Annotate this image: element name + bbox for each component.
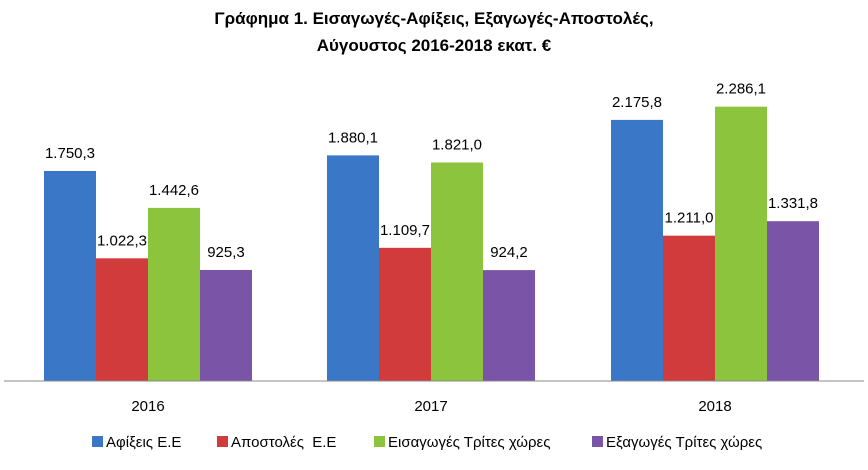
legend: Αφίξεις Ε.Ε Αποστολές Ε.Ε Εισαγωγές Τρίτες… <box>92 434 762 451</box>
bar-2018-series-3 <box>715 106 767 381</box>
legend-label-series-1: Αφίξεις Ε.Ε <box>106 434 181 451</box>
bar-2018-series-4 <box>767 221 819 381</box>
legend-swatch-series-3 <box>374 436 385 447</box>
data-label-2017-series-3: 1.821,0 <box>432 136 482 153</box>
bars-group <box>44 106 819 382</box>
x-tick-labels-group: 2016 2017 2018 <box>131 398 731 415</box>
x-tick-label-2018: 2018 <box>698 398 731 415</box>
bar-2017-series-1 <box>327 155 379 381</box>
bar-2018-series-2 <box>663 235 715 381</box>
data-label-2018-series-1: 2.175,8 <box>612 94 662 111</box>
x-tick-label-2016: 2016 <box>131 398 164 415</box>
legend-label-series-2: Αποστολές Ε.Ε <box>231 434 336 451</box>
legend-label-series-4: Εξαγωγές Τρίτες χώρες <box>606 434 762 451</box>
data-label-2016-series-3: 1.442,6 <box>149 182 199 199</box>
data-label-2017-series-4: 924,2 <box>490 244 528 261</box>
value-labels-group: 1.750,3 1.022,3 1.442,6 925,3 1.880,1 1.109,7… <box>45 81 818 261</box>
legend-swatch-series-1 <box>92 436 103 447</box>
bar-2016-series-4 <box>200 269 252 381</box>
data-label-2016-series-1: 1.750,3 <box>45 145 95 162</box>
bar-2017-series-4 <box>483 270 535 381</box>
data-label-2018-series-3: 2.286,1 <box>716 81 766 98</box>
legend-swatch-series-2 <box>217 436 228 447</box>
bar-2017-series-2 <box>379 247 431 381</box>
bar-2018-series-1 <box>611 119 663 382</box>
bar-2016-series-1 <box>44 170 96 381</box>
chart-title-line-2: Αύγουστος 2016-2018 εκατ. € <box>317 36 552 55</box>
bar-2017-series-3 <box>431 162 483 381</box>
x-tick-label-2017: 2017 <box>414 398 447 415</box>
data-label-2018-series-4: 1.331,8 <box>768 195 818 212</box>
chart-title-line-1: Γράφημα 1. Εισαγωγές-Αφίξεις, Εξαγωγές-Α… <box>214 9 653 28</box>
legend-swatch-series-4 <box>592 436 603 447</box>
data-label-2016-series-4: 925,3 <box>207 244 245 261</box>
data-label-2018-series-2: 1.211,0 <box>665 210 714 227</box>
bar-2016-series-3 <box>148 207 200 381</box>
data-label-2017-series-2: 1.109,7 <box>380 222 430 239</box>
data-label-2016-series-2: 1.022,3 <box>97 232 147 249</box>
data-label-2017-series-1: 1.880,1 <box>328 129 378 146</box>
bar-2016-series-2 <box>96 258 148 381</box>
legend-label-series-3: Εισαγωγές Τρίτες χώρες <box>388 434 550 451</box>
